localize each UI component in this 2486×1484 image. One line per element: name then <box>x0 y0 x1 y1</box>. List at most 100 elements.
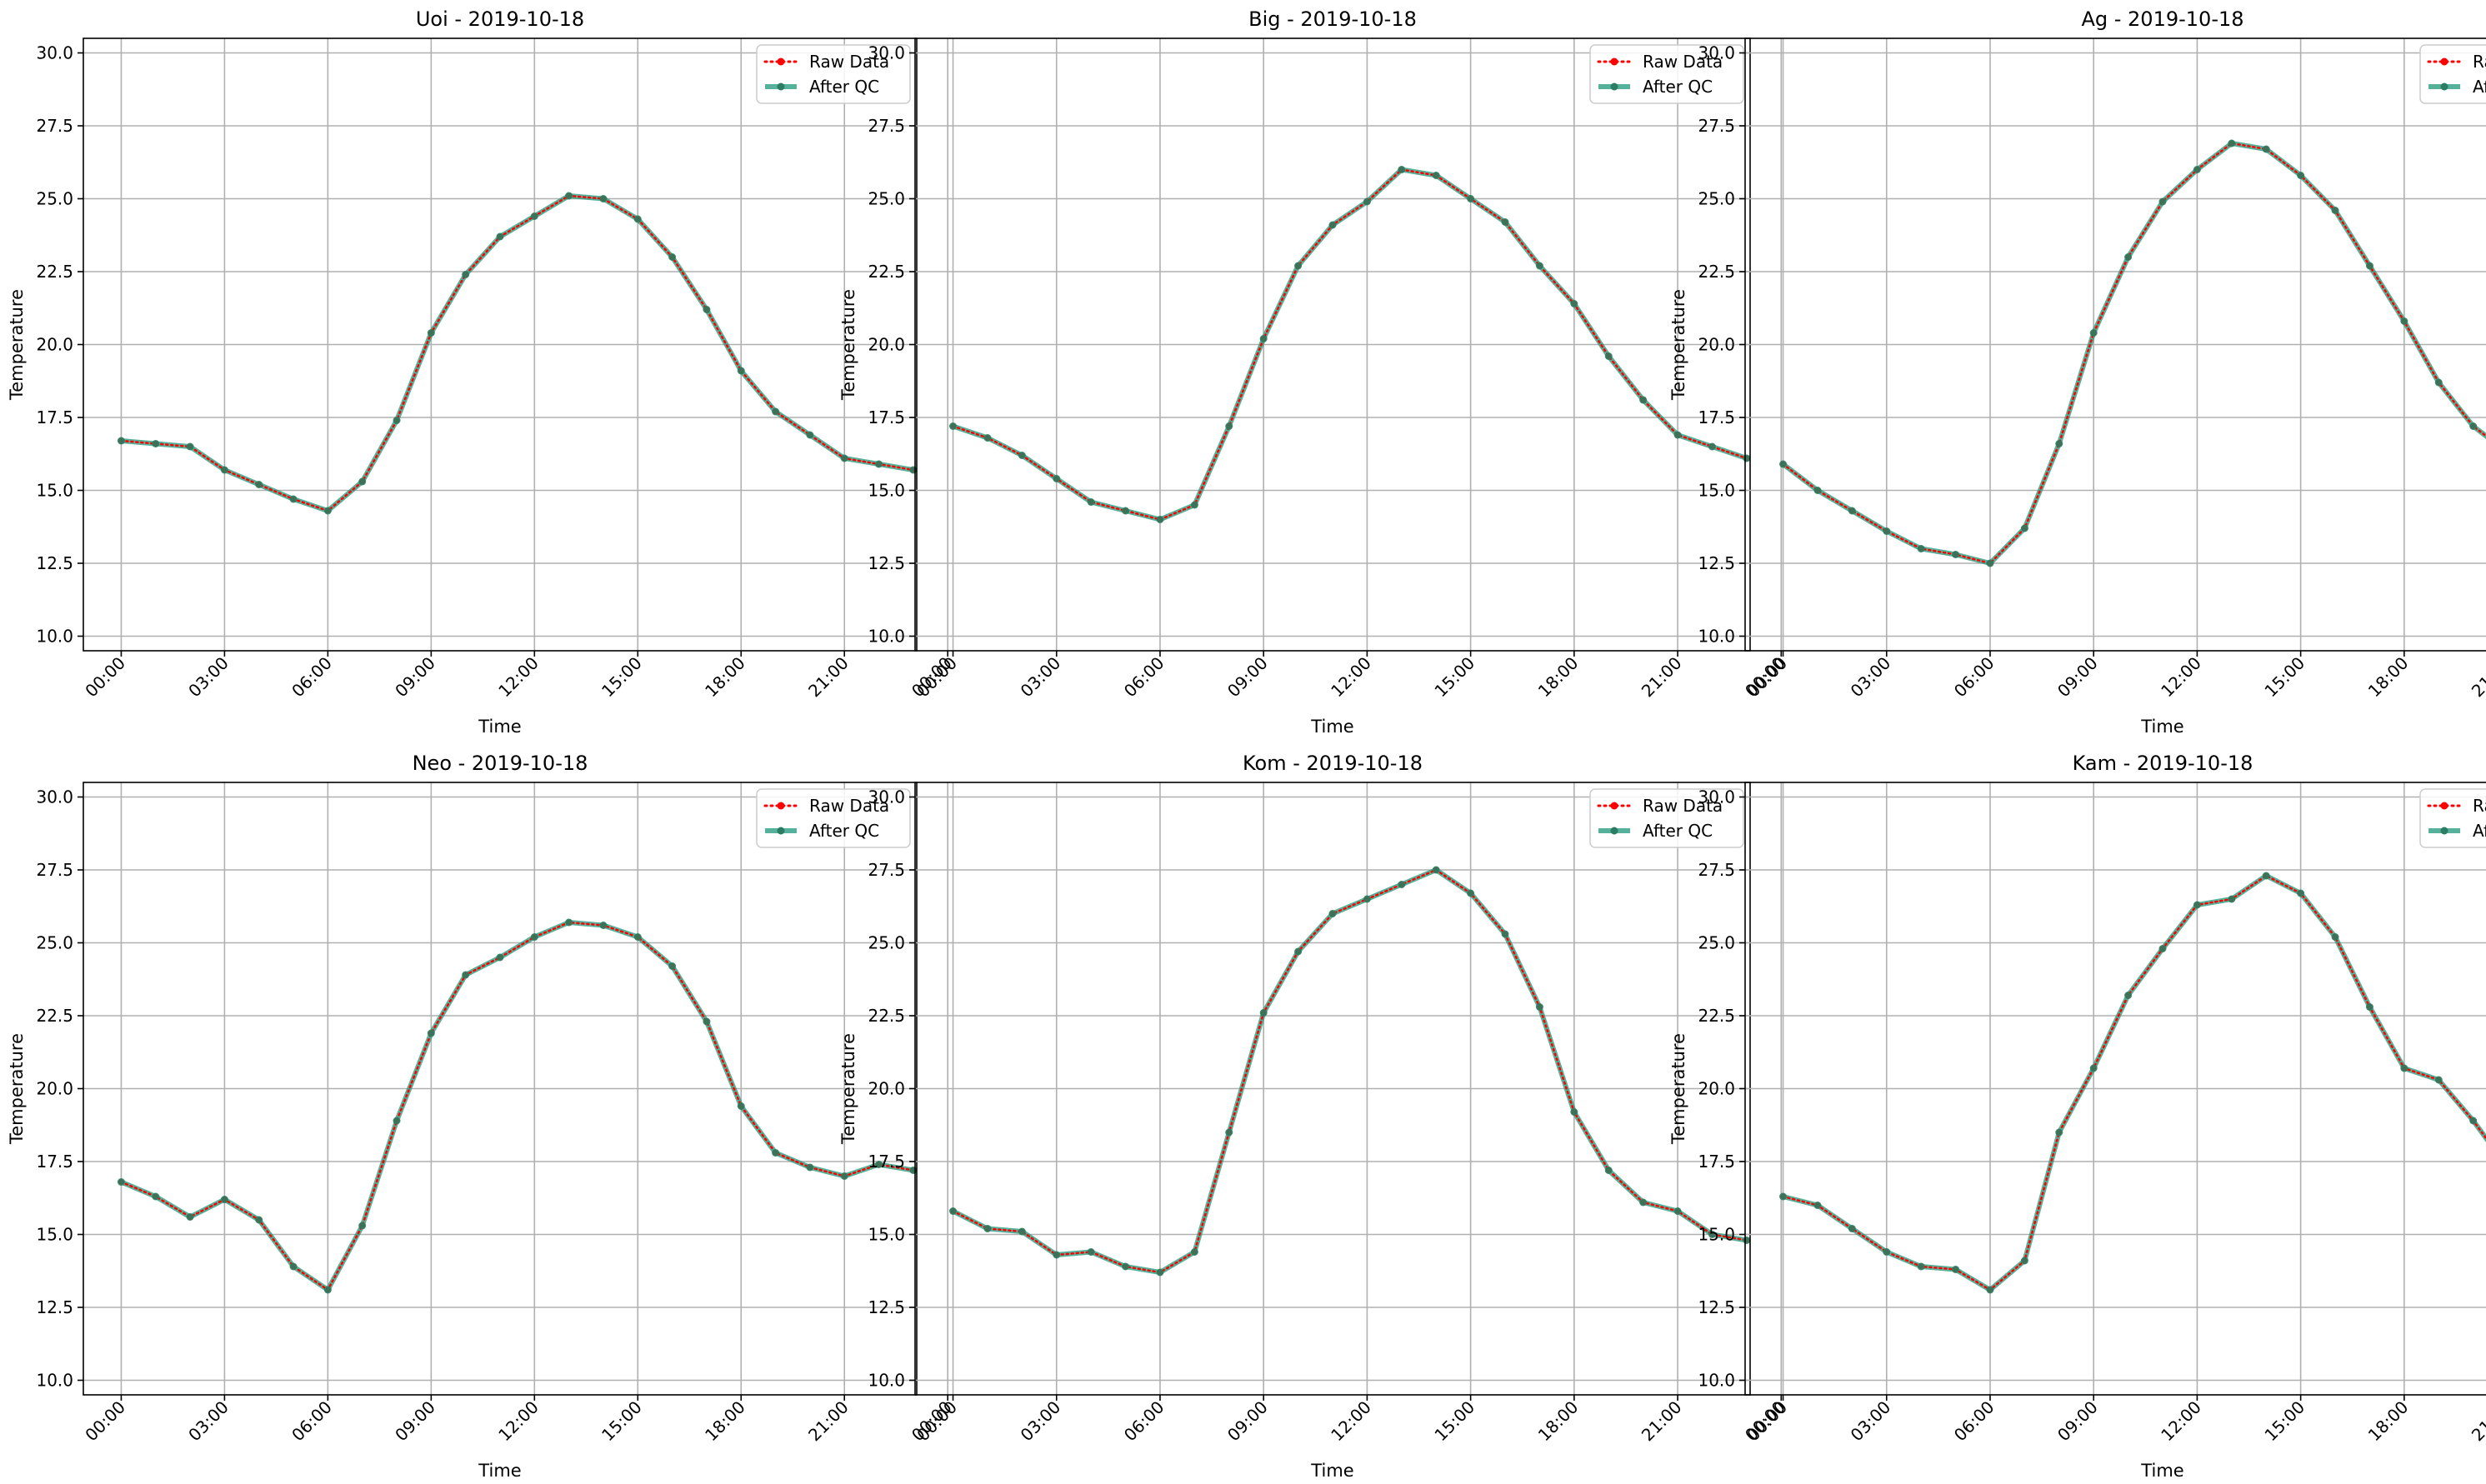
after-qc-point <box>1743 454 1751 462</box>
chart-panel: 00:00 03:00 06:00 09:00 12:00 15:00 18:00 21:00… <box>1668 7 2486 737</box>
after-qc-point <box>909 466 918 474</box>
y-tick-label: 17.5 <box>868 1152 905 1172</box>
x-tick-label: 03:00 <box>1847 653 1895 702</box>
after-qc-point <box>2400 1064 2408 1072</box>
y-tick-label: 10.0 <box>868 627 905 647</box>
after-qc-point <box>2331 933 2339 941</box>
x-tick-label: 15:00 <box>1430 653 1478 702</box>
y-tick-label: 10.0 <box>1698 627 1735 647</box>
after-qc-point <box>220 466 228 474</box>
x-tick-label: 09:00 <box>2053 653 2102 702</box>
y-axis-label: Temperature <box>838 1033 858 1145</box>
legend: Raw Data After QC <box>2419 788 2486 848</box>
after-qc-point <box>875 460 883 468</box>
x-tick-label: 03:00 <box>1847 1397 1895 1446</box>
after-qc-point <box>186 442 194 451</box>
legend-label-raw-data: Raw Data <box>2473 796 2486 816</box>
x-tick-label: 03:00 <box>1017 653 1065 702</box>
legend-marker-raw-data <box>2440 802 2448 810</box>
x-tick-label: 21:00 <box>804 1397 853 1446</box>
x-tick-label: 06:00 <box>1120 1397 1168 1446</box>
after-qc-point <box>1467 195 1475 202</box>
legend-marker-raw-data <box>1610 57 1618 66</box>
after-qc-point <box>1018 1227 1026 1236</box>
x-tick-label: 12:00 <box>494 1397 543 1446</box>
after-qc-point <box>2228 895 2236 903</box>
legend-marker-after-qc <box>2440 827 2448 835</box>
x-tick-label: 15:00 <box>1430 1397 1478 1446</box>
after-qc-point <box>496 232 504 241</box>
after-qc-point <box>1328 910 1337 917</box>
y-tick-label: 30.0 <box>868 787 905 807</box>
after-qc-point <box>840 1172 848 1180</box>
y-axis-label: Temperature <box>838 289 858 401</box>
x-tick-label: 12:00 <box>1327 1397 1375 1446</box>
after-qc-point <box>2124 253 2133 261</box>
y-tick-label: 20.0 <box>36 335 73 355</box>
y-tick-label: 22.5 <box>36 1006 73 1026</box>
after-qc-point <box>2193 901 2201 909</box>
after-qc-point <box>1501 218 1509 226</box>
after-qc-point <box>1363 895 1371 903</box>
after-qc-point <box>2055 1128 2063 1137</box>
after-qc-point <box>2331 207 2339 214</box>
after-qc-point <box>1639 396 1648 404</box>
after-qc-point <box>1259 1009 1268 1017</box>
x-tick-label: 09:00 <box>391 1397 439 1446</box>
x-tick-label: 09:00 <box>2053 1397 2102 1446</box>
after-qc-point <box>2089 329 2098 337</box>
y-tick-label: 12.5 <box>36 553 73 573</box>
after-qc-point <box>565 192 573 200</box>
after-qc-point <box>427 329 435 337</box>
after-qc-point <box>2262 145 2270 153</box>
after-qc-point <box>565 918 573 927</box>
after-qc-point <box>1570 300 1578 307</box>
after-qc-point <box>1087 1248 1095 1256</box>
y-tick-label: 20.0 <box>1698 1079 1735 1099</box>
y-tick-label: 20.0 <box>868 1079 905 1099</box>
after-qc-point <box>1432 866 1440 874</box>
after-qc-point <box>1673 431 1682 439</box>
after-qc-point <box>949 422 958 430</box>
after-qc-point <box>289 1262 298 1271</box>
after-qc-point <box>2469 1117 2478 1125</box>
legend-label-raw-data: Raw Data <box>2473 52 2486 72</box>
after-qc-point <box>806 1163 814 1172</box>
after-qc-point <box>358 1222 367 1230</box>
x-axis-label: Time <box>1310 717 1353 737</box>
y-tick-label: 12.5 <box>36 1297 73 1317</box>
after-qc-point <box>2297 172 2305 179</box>
after-qc-point <box>2365 1003 2373 1011</box>
legend-label-after-qc: After QC <box>1643 821 1713 841</box>
after-qc-point <box>1294 262 1303 270</box>
x-axis-label: Time <box>2140 717 2183 737</box>
after-qc-point <box>1986 1286 1994 1294</box>
x-tick-label: 15:00 <box>598 653 646 702</box>
after-qc-point <box>1156 1268 1164 1277</box>
legend-marker-raw-data <box>2440 57 2448 66</box>
x-tick-label: 09:00 <box>391 653 439 702</box>
y-tick-label: 17.5 <box>36 1152 73 1172</box>
after-qc-point <box>909 1167 918 1174</box>
chart-title: Neo - 2019-10-18 <box>413 752 588 775</box>
after-qc-point <box>1673 1207 1682 1215</box>
y-tick-label: 15.0 <box>1698 481 1735 501</box>
after-qc-point <box>1398 881 1406 888</box>
series-line-raw-data <box>952 868 1748 1274</box>
after-qc-point <box>668 253 677 261</box>
after-qc-point <box>1501 930 1509 938</box>
x-tick-label: 09:00 <box>1223 653 1272 702</box>
chart-title: Kom - 2019-10-18 <box>1243 752 1423 775</box>
x-tick-label: 06:00 <box>1950 653 1998 702</box>
y-tick-label: 17.5 <box>868 407 905 427</box>
y-tick-label: 12.5 <box>1698 1297 1735 1317</box>
legend-label-raw-data: Raw Data <box>1643 796 1723 816</box>
y-tick-label: 22.5 <box>1698 262 1735 282</box>
y-tick-label: 10.0 <box>36 627 73 647</box>
after-qc-point <box>393 417 401 424</box>
after-qc-point <box>2158 197 2167 206</box>
after-qc-point <box>840 454 848 462</box>
chart-panel: 00:00 03:00 06:00 09:00 12:00 15:00 18:00 21:00… <box>7 7 956 737</box>
x-tick-label: 21:00 <box>2468 653 2486 702</box>
legend-marker-raw-data <box>777 57 785 66</box>
